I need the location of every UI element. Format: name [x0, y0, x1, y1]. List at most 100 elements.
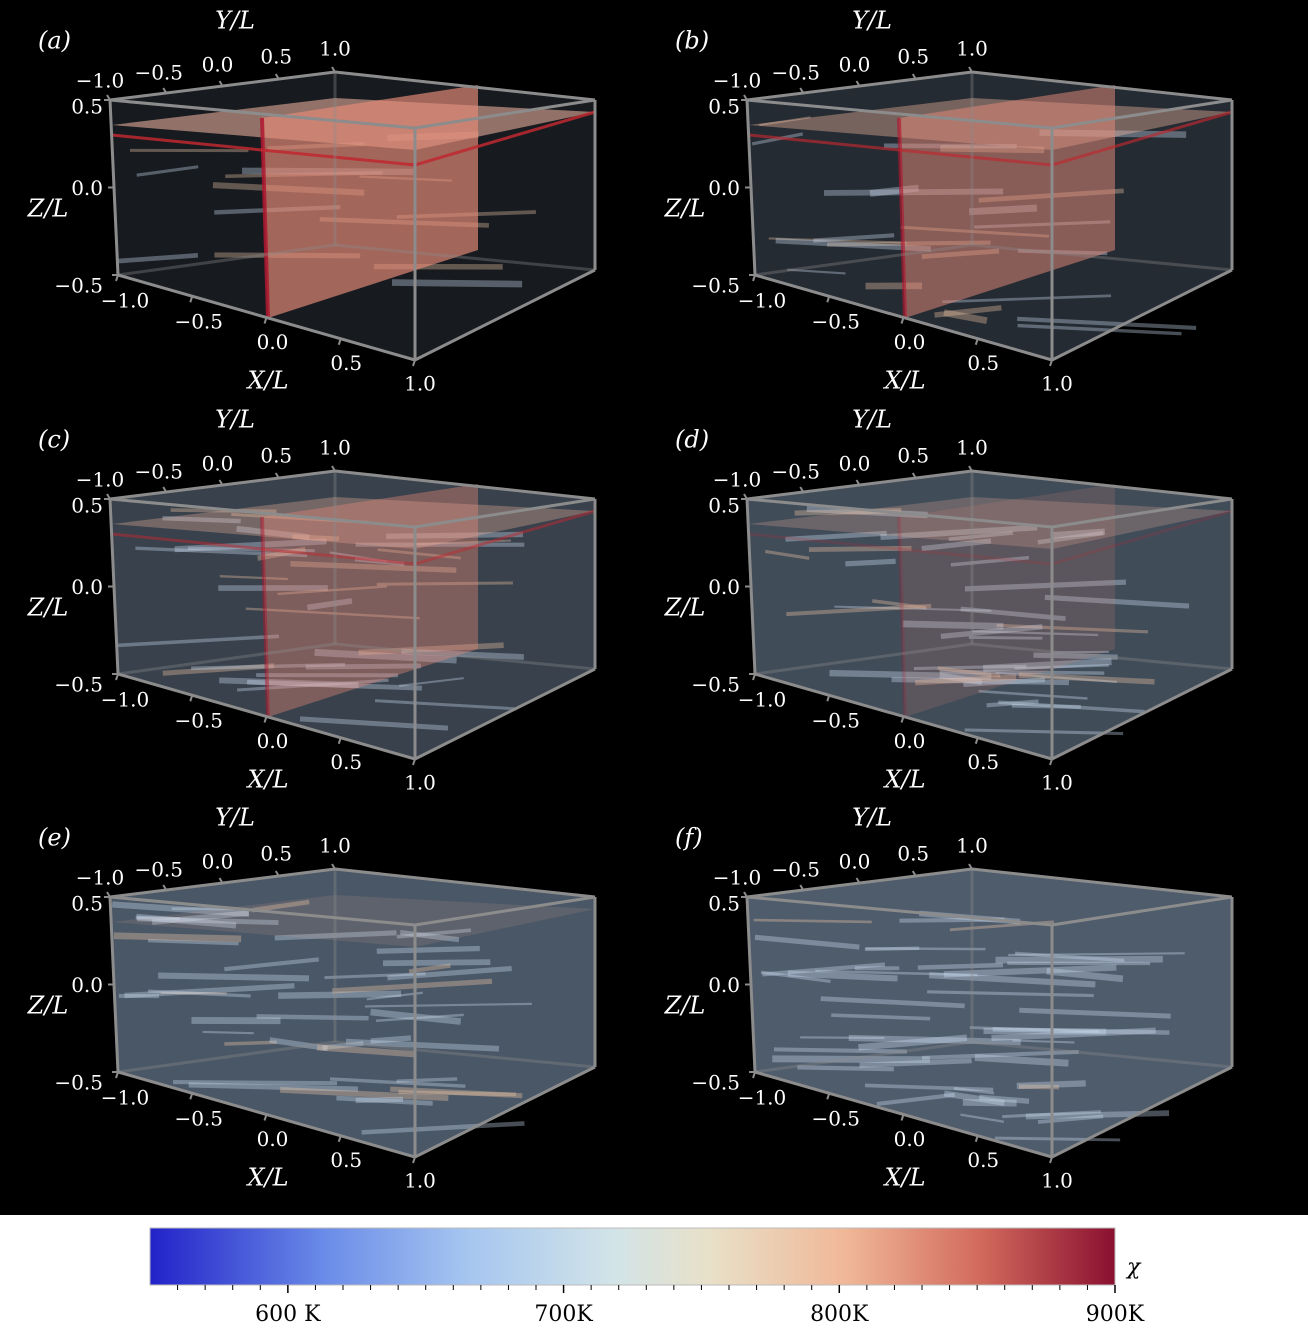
x-tick-label: −0.5	[811, 1106, 860, 1130]
x-tick-label: 0.5	[330, 750, 362, 774]
box-edge	[1051, 268, 1233, 362]
streak	[991, 1027, 1156, 1042]
x-tick-label: −1.0	[101, 1086, 150, 1110]
streak	[943, 1090, 1005, 1106]
y-tick-label: −0.5	[771, 460, 820, 484]
streak	[772, 1055, 930, 1064]
z-tick-label: 0.0	[71, 575, 103, 599]
x-tick	[974, 338, 979, 346]
streak	[834, 605, 992, 612]
y-tick	[911, 73, 917, 80]
x-tick-label: 0.5	[967, 351, 999, 375]
streak	[864, 1083, 994, 1092]
box-edge	[746, 497, 1053, 529]
streak	[277, 585, 387, 596]
x-tick-label: 0.0	[894, 330, 926, 354]
z-tick-label: −0.5	[54, 1071, 103, 1095]
z-tick-label: 0.0	[708, 176, 740, 200]
y-tick-label: 1.0	[319, 37, 351, 61]
y-axis-label: Y/L	[215, 406, 255, 434]
x-tick	[115, 1071, 119, 1079]
streak	[986, 699, 1039, 708]
x-tick-label: 0.5	[330, 1148, 362, 1172]
streak	[299, 716, 449, 731]
streak	[960, 1113, 1005, 1123]
y-tick	[968, 465, 973, 472]
panel-label: (a)	[38, 27, 71, 55]
box-edge	[414, 1065, 596, 1159]
streak	[808, 545, 912, 553]
streak	[280, 1086, 449, 1102]
streak	[943, 309, 988, 325]
panel-label: (b)	[675, 27, 709, 55]
box-edge	[746, 895, 1053, 927]
streak	[1025, 1110, 1170, 1120]
x-tick-label: 0.0	[894, 1127, 926, 1151]
streak	[387, 965, 512, 981]
vertical-sheet	[899, 484, 1115, 717]
streak	[386, 531, 523, 539]
box-edge	[414, 98, 596, 130]
x-tick-label: −1.0	[738, 1086, 787, 1110]
box-edge	[334, 1040, 596, 1069]
streak	[762, 962, 886, 977]
streak	[147, 989, 251, 998]
y-tick-label: −1.0	[713, 866, 762, 890]
streak	[278, 990, 402, 999]
z-tick-label: 0.0	[71, 973, 103, 997]
streak	[1014, 663, 1109, 670]
streak	[364, 1002, 532, 1008]
streak	[377, 548, 461, 560]
streak	[964, 579, 1127, 592]
y-tick	[855, 80, 861, 87]
x-tick	[115, 274, 119, 282]
streak	[815, 969, 978, 977]
box-edge	[754, 1040, 973, 1074]
streak	[173, 1079, 338, 1086]
streak	[813, 233, 895, 243]
x-tick	[189, 295, 194, 303]
x-tick-label: 0.0	[257, 729, 289, 753]
streak	[760, 970, 831, 983]
x-tick-label: 1.0	[404, 771, 436, 795]
streak	[355, 1096, 404, 1104]
y-tick	[799, 486, 805, 493]
y-tick	[218, 80, 224, 87]
streak	[236, 525, 310, 541]
box-edge	[971, 642, 1233, 671]
streak	[865, 947, 986, 951]
streak	[1019, 1007, 1171, 1019]
streak	[135, 915, 180, 921]
front-line	[897, 516, 907, 718]
y-tick	[911, 870, 917, 877]
streak	[939, 669, 1105, 675]
y-tick-label: −0.5	[134, 858, 183, 882]
y-tick-label: −1.0	[76, 468, 125, 492]
box-edge	[117, 642, 336, 676]
streak	[872, 599, 927, 610]
z-tick-label: 0.5	[71, 95, 103, 119]
panel: (c)−1.0 −0.5 0.0 0.5 1.0Y/L−0.50.00.5Z/L−1.0…	[27, 406, 597, 795]
x-tick-label: −0.5	[174, 309, 223, 333]
streak	[160, 991, 227, 995]
streak	[256, 1014, 369, 1021]
x-tick-label: 1.0	[1041, 372, 1073, 396]
y-tick	[162, 884, 168, 891]
streak	[787, 268, 846, 275]
panel: (b)−1.0 −0.5 0.0 0.5 1.0Y/L−0.50.00.5Z/L−1.0…	[664, 7, 1234, 396]
y-tick	[274, 472, 280, 479]
z-tick-label: −0.5	[691, 673, 740, 697]
box-edge	[334, 70, 596, 102]
streak	[891, 676, 1070, 686]
panel: (f)−1.0 −0.5 0.0 0.5 1.0Y/L−0.50.00.5Z/L−1.0…	[664, 804, 1234, 1193]
streak	[245, 607, 420, 620]
colorbar-tick-label: 600 K	[255, 1302, 321, 1327]
streak	[829, 669, 992, 680]
streak	[314, 648, 457, 664]
box-edge	[109, 497, 416, 529]
streak	[950, 555, 1030, 567]
colorbar-gradient	[149, 1227, 1116, 1286]
streak	[1046, 967, 1124, 983]
streak	[158, 972, 310, 982]
streak	[797, 1065, 894, 1072]
